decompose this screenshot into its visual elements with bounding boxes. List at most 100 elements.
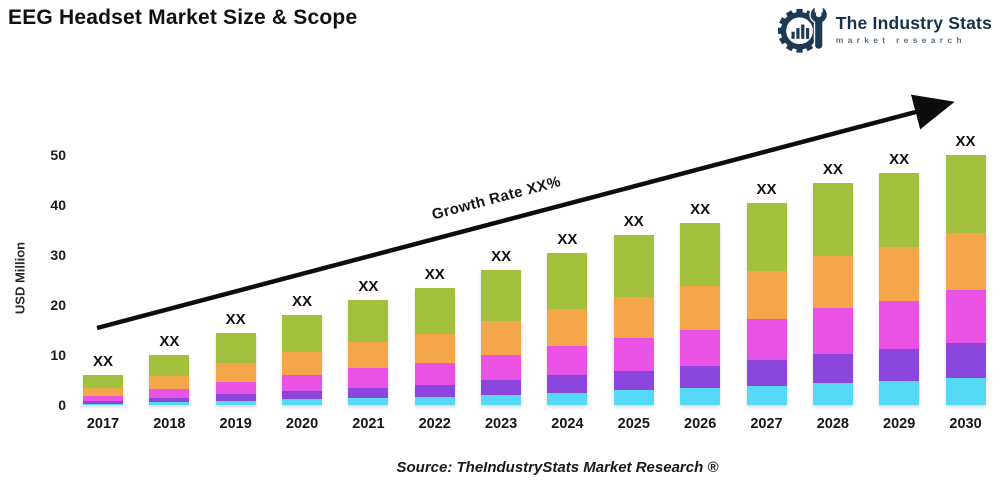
bar-segment (215, 400, 256, 405)
bar-segment (746, 360, 787, 386)
x-axis-year-label: 2018 (153, 416, 186, 432)
bar-value-label: XX (292, 293, 313, 310)
bar-segment (282, 351, 323, 375)
bar-segment (348, 368, 389, 388)
bar-segment (547, 346, 588, 376)
bar-value-label: XX (557, 230, 578, 248)
x-axis-year-label: 2023 (484, 416, 518, 432)
bar-segment (879, 247, 920, 301)
bar-segment (481, 321, 522, 355)
bar-segment (348, 342, 389, 369)
bar-segment (414, 396, 455, 405)
y-tick-label: 50 (50, 147, 66, 163)
bar-segment (812, 182, 853, 256)
x-axis-year-label: 2020 (285, 416, 319, 432)
x-axis-year-label: 2019 (219, 416, 252, 432)
bar-segment (282, 315, 323, 352)
x-axis-year-label: 2026 (684, 416, 717, 432)
bar-value-label: XX (424, 265, 445, 283)
y-tick-label: 30 (50, 247, 66, 263)
stacked-bar (215, 332, 256, 405)
bar-value-label: XX (822, 160, 843, 178)
bar-segment (282, 399, 323, 405)
x-axis-year-label: 2028 (816, 416, 849, 432)
bar-segment (149, 389, 190, 398)
bar-segment (215, 394, 256, 401)
bar-segment (348, 387, 389, 398)
x-axis-year-label: 2029 (883, 416, 916, 432)
bar-segment (149, 398, 190, 403)
stacked-bar (547, 252, 588, 405)
bar-segment (414, 333, 455, 363)
growth-rate-label: Growth Rate XX% (430, 173, 563, 224)
bar-value-label: XX (690, 200, 711, 218)
brand-logo: The Industry Stats market research (777, 4, 992, 54)
x-axis-year-label: 2025 (617, 416, 650, 432)
bar-segment (879, 172, 920, 247)
bar-segment (547, 392, 588, 405)
bar-segment (215, 363, 256, 382)
bar-segment (680, 222, 721, 287)
bar-segment (680, 388, 721, 405)
bar-segment (945, 155, 986, 233)
stacked-bar (414, 287, 455, 405)
bar-segment (613, 390, 654, 405)
bar-segment (215, 381, 256, 395)
bar-segment (613, 370, 654, 391)
bar-segment (613, 296, 654, 338)
bar-value-label: XX (225, 310, 246, 328)
bar-value-label: XX (92, 353, 113, 370)
bar-segment (481, 354, 522, 380)
bar-segment (481, 380, 522, 395)
x-axis-year-label: 2022 (418, 416, 451, 432)
x-axis-year-label: 2021 (352, 416, 385, 432)
x-axis-year-label: 2030 (949, 416, 982, 432)
bar-segment (945, 232, 986, 290)
bar-value-label: XX (955, 133, 976, 150)
bar-segment (879, 380, 920, 405)
bar-segment (282, 374, 323, 391)
bar-segment (547, 308, 588, 346)
bar-segment (481, 394, 522, 405)
bar-segment (680, 286, 721, 330)
bar-segment (879, 349, 920, 381)
y-tick-label: 0 (58, 397, 66, 413)
bar-segment (83, 401, 123, 404)
bar-segment (945, 342, 986, 378)
bar-segment (746, 271, 787, 320)
bar-segment (83, 375, 123, 389)
stacked-bar (83, 375, 123, 405)
x-axis-year-label: 2027 (750, 416, 783, 432)
bar-segment (83, 403, 123, 405)
stacked-bar (613, 235, 654, 405)
bar-segment (83, 388, 123, 396)
stacked-bar (348, 300, 389, 405)
bar-value-label: XX (623, 213, 644, 230)
bar-segment (945, 377, 986, 405)
bar-segment (215, 332, 256, 363)
bar-segment (348, 300, 389, 342)
stacked-bar (481, 270, 522, 405)
bar-segment (945, 290, 986, 343)
stacked-bar (282, 315, 323, 405)
bar-segment (812, 353, 853, 383)
bar-segment (746, 319, 787, 360)
bar-value-label: XX (358, 278, 379, 295)
bar-segment (282, 390, 323, 400)
page-title: EEG Headset Market Size & Scope (8, 6, 358, 29)
y-tick-label: 20 (50, 297, 66, 313)
bar-segment (746, 385, 787, 405)
stacked-bar (746, 202, 787, 405)
bar-segment (149, 376, 190, 390)
x-axis-year-label: 2024 (551, 416, 584, 432)
y-tick-label: 40 (50, 197, 66, 213)
bar-segment (746, 202, 787, 272)
bar-value-label: XX (491, 248, 512, 265)
bar-segment (414, 287, 455, 334)
bar-segment (149, 402, 190, 405)
bar-value-label: XX (889, 150, 910, 168)
stacked-bar (945, 155, 986, 405)
brand-tagline: market research (835, 35, 966, 46)
x-axis-year-label: 2017 (86, 416, 120, 432)
